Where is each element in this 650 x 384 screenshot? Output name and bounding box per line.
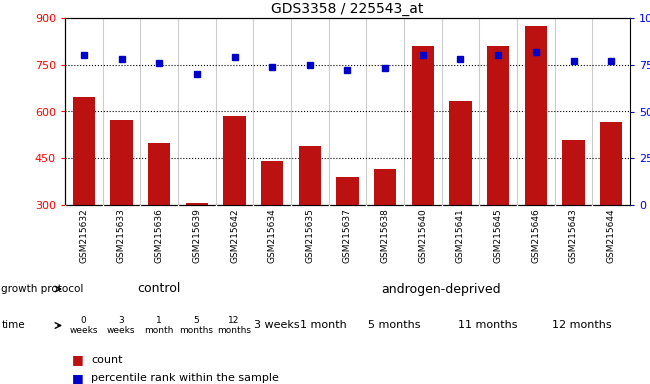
Text: 5
months: 5 months <box>179 316 213 335</box>
Text: ■: ■ <box>72 354 83 366</box>
Bar <box>411 46 434 205</box>
Bar <box>148 143 170 205</box>
Text: GSM215641: GSM215641 <box>456 209 465 263</box>
Text: androgen-deprived: androgen-deprived <box>382 283 501 296</box>
Text: GSM215637: GSM215637 <box>343 209 352 263</box>
Bar <box>374 169 396 205</box>
Text: percentile rank within the sample: percentile rank within the sample <box>91 373 279 384</box>
Text: 3
weeks: 3 weeks <box>107 316 135 335</box>
Bar <box>487 46 510 205</box>
Bar <box>111 120 133 205</box>
Text: 5 months: 5 months <box>368 321 421 331</box>
Bar <box>298 146 321 205</box>
Text: ■: ■ <box>72 372 83 384</box>
Text: 3 weeks: 3 weeks <box>254 321 299 331</box>
Bar <box>336 177 359 205</box>
Text: 12 months: 12 months <box>552 321 612 331</box>
Bar <box>562 139 585 205</box>
Bar <box>449 101 472 205</box>
Text: count: count <box>91 355 122 365</box>
Text: GSM215638: GSM215638 <box>381 209 389 263</box>
Text: GSM215643: GSM215643 <box>569 209 578 263</box>
Text: control: control <box>137 283 181 296</box>
Text: GSM215633: GSM215633 <box>117 209 126 263</box>
Text: 1
month: 1 month <box>144 316 173 335</box>
Text: GSM215636: GSM215636 <box>155 209 164 263</box>
Text: 0
weeks: 0 weeks <box>70 316 98 335</box>
Title: GDS3358 / 225543_at: GDS3358 / 225543_at <box>271 2 424 16</box>
Text: 12
months: 12 months <box>217 316 251 335</box>
Text: GSM215642: GSM215642 <box>230 209 239 263</box>
Text: GSM215635: GSM215635 <box>306 209 315 263</box>
Bar <box>223 116 246 205</box>
Bar <box>525 26 547 205</box>
Bar <box>185 202 208 205</box>
Text: 1 month: 1 month <box>300 321 347 331</box>
Text: GSM215646: GSM215646 <box>531 209 540 263</box>
Text: GSM215644: GSM215644 <box>606 209 616 263</box>
Bar <box>600 122 623 205</box>
Text: growth protocol: growth protocol <box>1 284 84 294</box>
Text: GSM215632: GSM215632 <box>79 209 88 263</box>
Text: time: time <box>1 321 25 331</box>
Bar <box>73 96 95 205</box>
Text: GSM215634: GSM215634 <box>268 209 277 263</box>
Text: 11 months: 11 months <box>458 321 518 331</box>
Text: GSM215645: GSM215645 <box>493 209 502 263</box>
Text: GSM215639: GSM215639 <box>192 209 202 263</box>
Bar <box>261 161 283 205</box>
Text: GSM215640: GSM215640 <box>419 209 427 263</box>
